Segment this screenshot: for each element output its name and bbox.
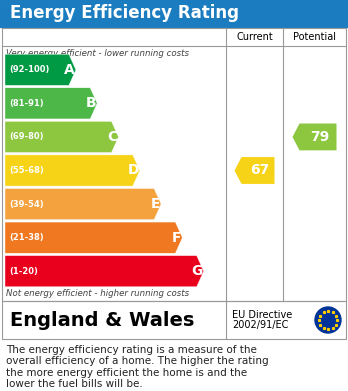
Polygon shape bbox=[5, 54, 76, 85]
Text: A: A bbox=[64, 63, 75, 77]
Text: Energy Efficiency Rating: Energy Efficiency Rating bbox=[10, 5, 239, 23]
Text: the more energy efficient the home is and the: the more energy efficient the home is an… bbox=[6, 368, 247, 378]
Bar bbox=[2, 301, 346, 339]
Text: D: D bbox=[127, 163, 139, 178]
Polygon shape bbox=[5, 121, 119, 152]
Text: 2002/91/EC: 2002/91/EC bbox=[232, 320, 288, 330]
Bar bbox=[0, 0, 348, 27]
Text: B: B bbox=[86, 96, 96, 110]
Polygon shape bbox=[5, 188, 161, 220]
Text: (55-68): (55-68) bbox=[9, 166, 44, 175]
Text: England & Wales: England & Wales bbox=[10, 310, 195, 330]
Text: (81-91): (81-91) bbox=[9, 99, 44, 108]
Text: lower the fuel bills will be.: lower the fuel bills will be. bbox=[6, 379, 143, 389]
Text: (92-100): (92-100) bbox=[9, 65, 49, 74]
Text: F: F bbox=[172, 231, 181, 245]
Text: (1-20): (1-20) bbox=[9, 267, 38, 276]
Text: EU Directive: EU Directive bbox=[232, 310, 292, 320]
Text: overall efficiency of a home. The higher the rating: overall efficiency of a home. The higher… bbox=[6, 356, 269, 366]
Text: The energy efficiency rating is a measure of the: The energy efficiency rating is a measur… bbox=[6, 345, 257, 355]
Text: G: G bbox=[191, 264, 203, 278]
Polygon shape bbox=[5, 88, 97, 119]
Text: (21-38): (21-38) bbox=[9, 233, 44, 242]
Text: (39-54): (39-54) bbox=[9, 199, 44, 208]
Text: Potential: Potential bbox=[293, 32, 336, 42]
Polygon shape bbox=[235, 157, 275, 184]
Text: E: E bbox=[151, 197, 160, 211]
Text: C: C bbox=[107, 130, 118, 144]
Text: Very energy efficient - lower running costs: Very energy efficient - lower running co… bbox=[6, 48, 189, 57]
Circle shape bbox=[315, 307, 341, 333]
Polygon shape bbox=[5, 256, 204, 287]
Polygon shape bbox=[5, 222, 182, 253]
Bar bbox=[2, 28, 346, 301]
Text: (69-80): (69-80) bbox=[9, 133, 44, 142]
Polygon shape bbox=[5, 155, 140, 186]
Text: Not energy efficient - higher running costs: Not energy efficient - higher running co… bbox=[6, 289, 189, 298]
Text: 79: 79 bbox=[310, 130, 330, 144]
Text: 67: 67 bbox=[250, 163, 270, 178]
Text: Current: Current bbox=[236, 32, 273, 42]
Polygon shape bbox=[293, 124, 337, 151]
